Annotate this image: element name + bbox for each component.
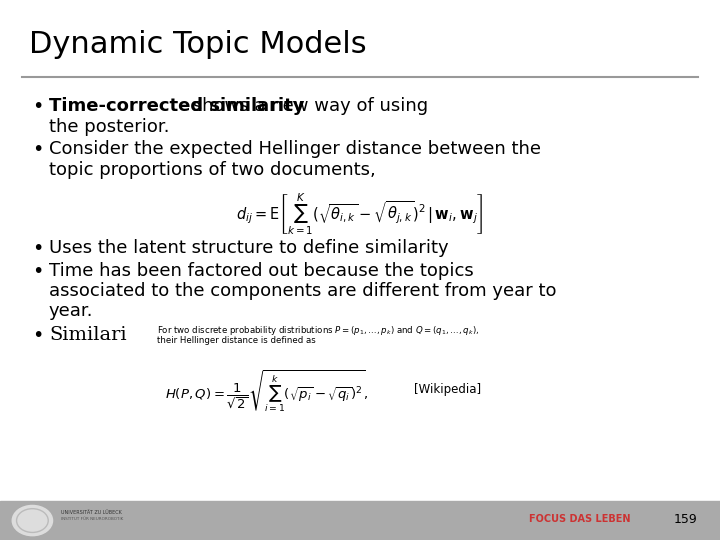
- Text: Consider the expected Hellinger distance between the: Consider the expected Hellinger distance…: [49, 140, 541, 158]
- Text: shows a new way of using: shows a new way of using: [187, 97, 428, 115]
- Text: associated to the components are different from year to: associated to the components are differe…: [49, 282, 557, 300]
- Text: topic proportions of two documents,: topic proportions of two documents,: [49, 161, 376, 179]
- Text: 159: 159: [673, 513, 697, 526]
- Text: year.: year.: [49, 302, 94, 320]
- Text: Dynamic Topic Models: Dynamic Topic Models: [29, 30, 366, 59]
- Text: Time has been factored out because the topics: Time has been factored out because the t…: [49, 262, 474, 280]
- Text: INSTITUT FÜR NEUROROBOTIK: INSTITUT FÜR NEUROROBOTIK: [61, 517, 123, 521]
- Text: $d_{ij} = \mathrm{E}\left[\sum_{k=1}^{K}(\sqrt{\theta_{i,k}} - \sqrt{\theta_{j,k: $d_{ij} = \mathrm{E}\left[\sum_{k=1}^{K}…: [236, 192, 484, 237]
- Bar: [0, 501, 720, 540]
- Text: Uses the latent structure to define similarity: Uses the latent structure to define simi…: [49, 239, 449, 256]
- Text: UNIVERSITÄT ZU LÜBECK: UNIVERSITÄT ZU LÜBECK: [61, 510, 122, 515]
- Text: •: •: [32, 239, 44, 258]
- Text: Similari: Similari: [49, 326, 127, 344]
- Text: •: •: [32, 140, 44, 159]
- Text: •: •: [32, 262, 44, 281]
- Circle shape: [12, 505, 53, 536]
- Text: their Hellinger distance is defined as: their Hellinger distance is defined as: [157, 336, 315, 345]
- Text: For two discrete probability distributions $P = (p_1, \ldots, p_k)$ and $Q = (q_: For two discrete probability distributio…: [157, 324, 480, 337]
- Text: the posterior.: the posterior.: [49, 118, 169, 136]
- Text: [Wikipedia]: [Wikipedia]: [414, 383, 481, 396]
- Text: Time-corrected similarity: Time-corrected similarity: [49, 97, 305, 115]
- Text: •: •: [32, 326, 44, 345]
- Text: $H(P,Q) = \dfrac{1}{\sqrt{2}} \sqrt{\sum_{i=1}^{k}(\sqrt{p_i} - \sqrt{q_i})^2},$: $H(P,Q) = \dfrac{1}{\sqrt{2}} \sqrt{\sum…: [165, 368, 368, 414]
- Text: •: •: [32, 97, 44, 116]
- Text: FOCUS DAS LEBEN: FOCUS DAS LEBEN: [529, 515, 631, 524]
